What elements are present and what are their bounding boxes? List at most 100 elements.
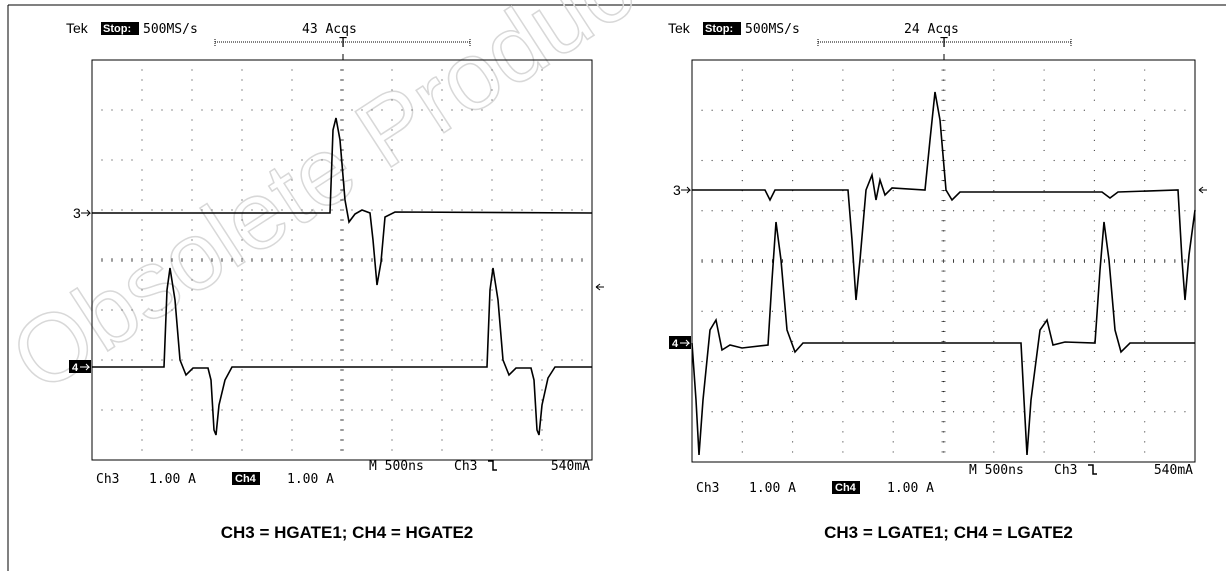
grid-dot	[201, 309, 202, 310]
grid-dot	[191, 229, 192, 230]
grid-dot	[1013, 160, 1014, 161]
grid-dot	[993, 140, 994, 141]
grid-dot	[461, 409, 462, 410]
grid-dot	[742, 120, 743, 121]
grid-dot	[842, 130, 843, 131]
grid-dot	[391, 229, 392, 230]
grid-dot	[1013, 210, 1014, 211]
grid-dot	[181, 359, 182, 360]
grid-dot	[852, 411, 853, 412]
grid-dot	[893, 90, 894, 91]
grid-dot	[1003, 110, 1004, 111]
grid-dot	[251, 109, 252, 110]
grid-dot	[1184, 411, 1185, 412]
grid-dot	[151, 409, 152, 410]
level-arrow	[1199, 187, 1207, 193]
grid-dot	[842, 281, 843, 282]
grid-dot	[511, 159, 512, 160]
grid-dot	[1044, 90, 1045, 91]
grid-dot	[1044, 371, 1045, 372]
grid-dot	[782, 110, 783, 111]
grid-dot	[792, 69, 793, 70]
grid-dot	[191, 199, 192, 200]
grid-dot	[802, 110, 803, 111]
grid-dot	[1044, 421, 1045, 422]
grid-dot	[291, 419, 292, 420]
grid-dot	[551, 159, 552, 160]
grid-dot	[301, 109, 302, 110]
grid-dot	[311, 359, 312, 360]
grid-dot	[1144, 150, 1145, 151]
grid-dot	[291, 449, 292, 450]
grid-dot	[792, 391, 793, 392]
grid-dot	[1144, 301, 1145, 302]
grid-dot	[1144, 69, 1145, 70]
grid-dot	[351, 209, 352, 210]
grid-dot	[1144, 80, 1145, 81]
grid-dot	[561, 159, 562, 160]
grid-dot	[561, 309, 562, 310]
rate: 500MS/s	[143, 22, 198, 37]
scope-panel: TekStop:500MS/s24 AcqsT34Ch31.00 ACh41.0…	[668, 20, 1207, 542]
grid-dot	[893, 451, 894, 452]
grid-dot	[812, 411, 813, 412]
grid-dot	[1144, 270, 1145, 271]
grid-dot	[742, 140, 743, 141]
grid-dot	[963, 110, 964, 111]
grid-dot	[371, 159, 372, 160]
grid-dot	[141, 199, 142, 200]
grid-dot	[361, 309, 362, 310]
grid-dot	[291, 299, 292, 300]
grid-dot	[1094, 421, 1095, 422]
grid-dot	[893, 291, 894, 292]
grid-dot	[993, 301, 994, 302]
grid-dot	[441, 79, 442, 80]
grid-dot	[541, 89, 542, 90]
grid-dot	[211, 159, 212, 160]
grid-dot	[481, 409, 482, 410]
grid-dot	[451, 159, 452, 160]
watermark: Obsolete Product(s)	[0, 0, 767, 413]
grid-dot	[893, 321, 894, 322]
grid-dot	[551, 309, 552, 310]
grid-dot	[391, 349, 392, 350]
grid-dot	[441, 449, 442, 450]
grid-dot	[993, 69, 994, 70]
grid-dot	[241, 379, 242, 380]
grid-dot	[541, 179, 542, 180]
grid-dot	[391, 389, 392, 390]
grid-dot	[782, 311, 783, 312]
grid-dot	[291, 89, 292, 90]
grid-dot	[321, 209, 322, 210]
grid-dot	[391, 439, 392, 440]
grid-dot	[1144, 441, 1145, 442]
grid-dot	[291, 99, 292, 100]
grid-dot	[842, 120, 843, 121]
grid-dot	[1054, 311, 1055, 312]
grid-dot	[191, 239, 192, 240]
grid-dot	[742, 220, 743, 221]
state: Stop:	[103, 23, 131, 35]
grid-dot	[792, 421, 793, 422]
grid-dot	[1144, 341, 1145, 342]
grid-dot	[441, 149, 442, 150]
grid-dot	[291, 189, 292, 190]
timebase: M 500ns	[369, 459, 424, 474]
grid-dot	[812, 110, 813, 111]
grid-dot	[501, 109, 502, 110]
grid-dot	[441, 269, 442, 270]
grid-dot	[993, 230, 994, 231]
grid-dot	[251, 359, 252, 360]
grid-dot	[732, 160, 733, 161]
grid-dot	[241, 429, 242, 430]
grid-dot	[141, 349, 142, 350]
grid-dot	[993, 170, 994, 171]
grid-dot	[1084, 411, 1085, 412]
grid-dot	[1094, 270, 1095, 271]
grid-dot	[1094, 331, 1095, 332]
grid-dot	[883, 160, 884, 161]
grid-dot	[191, 419, 192, 420]
grid-dot	[1054, 110, 1055, 111]
grid-dot	[1064, 311, 1065, 312]
grid-dot	[141, 149, 142, 150]
